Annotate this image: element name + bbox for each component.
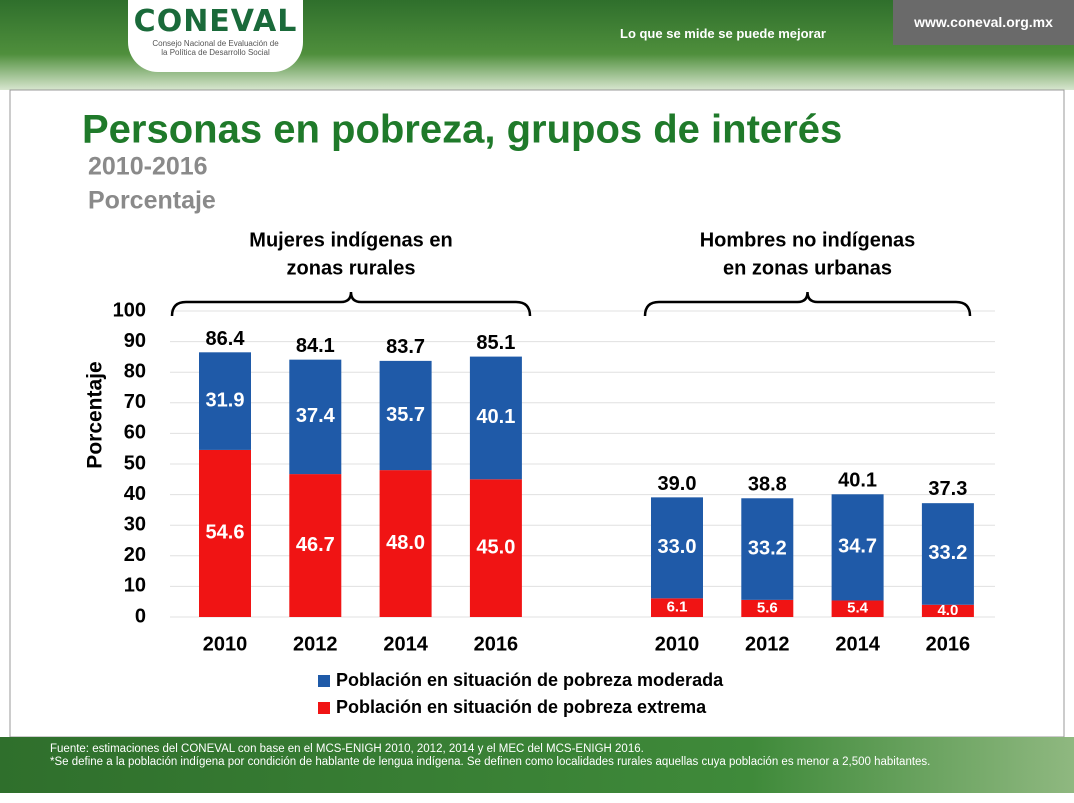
- total-label: 83.7: [386, 336, 425, 358]
- bar-segment: [199, 352, 251, 450]
- value-label: 40.1: [476, 406, 515, 428]
- chart-subtitle: Porcentaje: [88, 187, 216, 215]
- bar-segment: [289, 474, 342, 617]
- legend-label: Población en situación de pobreza extrem…: [336, 697, 707, 717]
- value-label: 31.9: [206, 389, 245, 411]
- group-label: Mujeres indígenas en: [249, 229, 452, 251]
- bar-segment: [469, 479, 522, 617]
- chart-title: Personas en pobreza, grupos de interés: [82, 108, 842, 152]
- value-label: 35.7: [386, 404, 425, 426]
- x-tick-label: 2010: [655, 633, 700, 655]
- x-tick-label: 2016: [474, 633, 519, 655]
- y-tick-label: 40: [124, 483, 146, 505]
- y-tick-label: 0: [135, 605, 146, 627]
- value-label: 48.0: [386, 532, 425, 554]
- value-label: 33.0: [658, 536, 697, 558]
- bar-segment: [831, 600, 884, 617]
- header: CONEVAL Consejo Nacional de Evaluación d…: [0, 0, 1074, 90]
- bar-segment: [831, 494, 884, 601]
- logo-text: CONEVAL: [133, 4, 298, 39]
- group-brace: [170, 291, 532, 317]
- bar-segment: [469, 356, 522, 480]
- value-label: 45.0: [476, 536, 515, 558]
- value-label: 33.2: [928, 542, 967, 564]
- group-label: zonas rurales: [287, 257, 416, 279]
- y-axis-label: Porcentaje: [84, 361, 107, 468]
- y-tick-label: 70: [124, 391, 146, 413]
- y-tick-label: 10: [124, 575, 146, 597]
- y-tick-label: 80: [124, 360, 146, 382]
- legend-label: Población en situación de pobreza modera…: [336, 670, 724, 690]
- logo-subtitle: Consejo Nacional de Evaluación de la Pol…: [152, 39, 279, 57]
- total-label: 37.3: [928, 478, 967, 500]
- x-tick-label: 2014: [383, 633, 428, 655]
- total-label: 84.1: [296, 335, 335, 357]
- motto: Lo que se mide se puede mejorar: [620, 26, 826, 41]
- footer: Fuente: estimaciones del CONEVAL con bas…: [0, 737, 1074, 793]
- y-tick-label: 20: [124, 544, 146, 566]
- y-tick-label: 30: [124, 513, 146, 535]
- total-label: 86.4: [206, 328, 246, 350]
- bar-segment: [741, 599, 794, 617]
- y-tick-label: 60: [124, 422, 146, 444]
- x-tick-label: 2016: [926, 633, 971, 655]
- bar-segment: [651, 497, 703, 599]
- bar-segment: [289, 359, 342, 475]
- value-label: 6.1: [667, 599, 688, 616]
- total-label: 38.8: [748, 474, 787, 496]
- group-label: Hombres no indígenas: [700, 229, 916, 251]
- value-label: 37.4: [296, 405, 336, 427]
- y-tick-label: 90: [124, 330, 146, 352]
- value-label: 54.6: [206, 522, 245, 544]
- bar-segment: [921, 503, 974, 605]
- bar-segment: [921, 604, 974, 617]
- x-tick-label: 2012: [293, 633, 338, 655]
- value-label: 5.6: [757, 599, 778, 616]
- chart-subtitle: 2010-2016: [88, 153, 208, 181]
- total-label: 85.1: [476, 332, 515, 354]
- group-brace: [643, 291, 972, 317]
- y-tick-label: 100: [113, 299, 146, 321]
- footer-note: *Se define a la población indígena por c…: [50, 756, 931, 768]
- bar-segment: [741, 498, 794, 600]
- logo: CONEVAL Consejo Nacional de Evaluación d…: [128, 0, 303, 72]
- legend-swatch: [318, 702, 330, 714]
- value-label: 4.0: [937, 602, 958, 619]
- value-label: 46.7: [296, 534, 335, 556]
- bar-segment: [651, 598, 703, 617]
- total-label: 40.1: [838, 470, 877, 492]
- y-tick-label: 50: [124, 452, 146, 474]
- value-label: 33.2: [748, 537, 787, 559]
- bar-segment: [379, 360, 432, 471]
- bar-segment: [379, 470, 432, 617]
- x-tick-label: 2014: [835, 633, 880, 655]
- total-label: 39.0: [658, 473, 697, 495]
- x-tick-label: 2012: [745, 633, 790, 655]
- legend-swatch: [318, 675, 330, 687]
- group-label: en zonas urbanas: [723, 257, 892, 279]
- value-label: 34.7: [838, 536, 877, 558]
- website: www.coneval.org.mx: [893, 0, 1074, 45]
- x-tick-label: 2010: [203, 633, 248, 655]
- footer-source: Fuente: estimaciones del CONEVAL con bas…: [50, 743, 644, 755]
- value-label: 5.4: [847, 600, 869, 617]
- bar-segment: [199, 449, 251, 617]
